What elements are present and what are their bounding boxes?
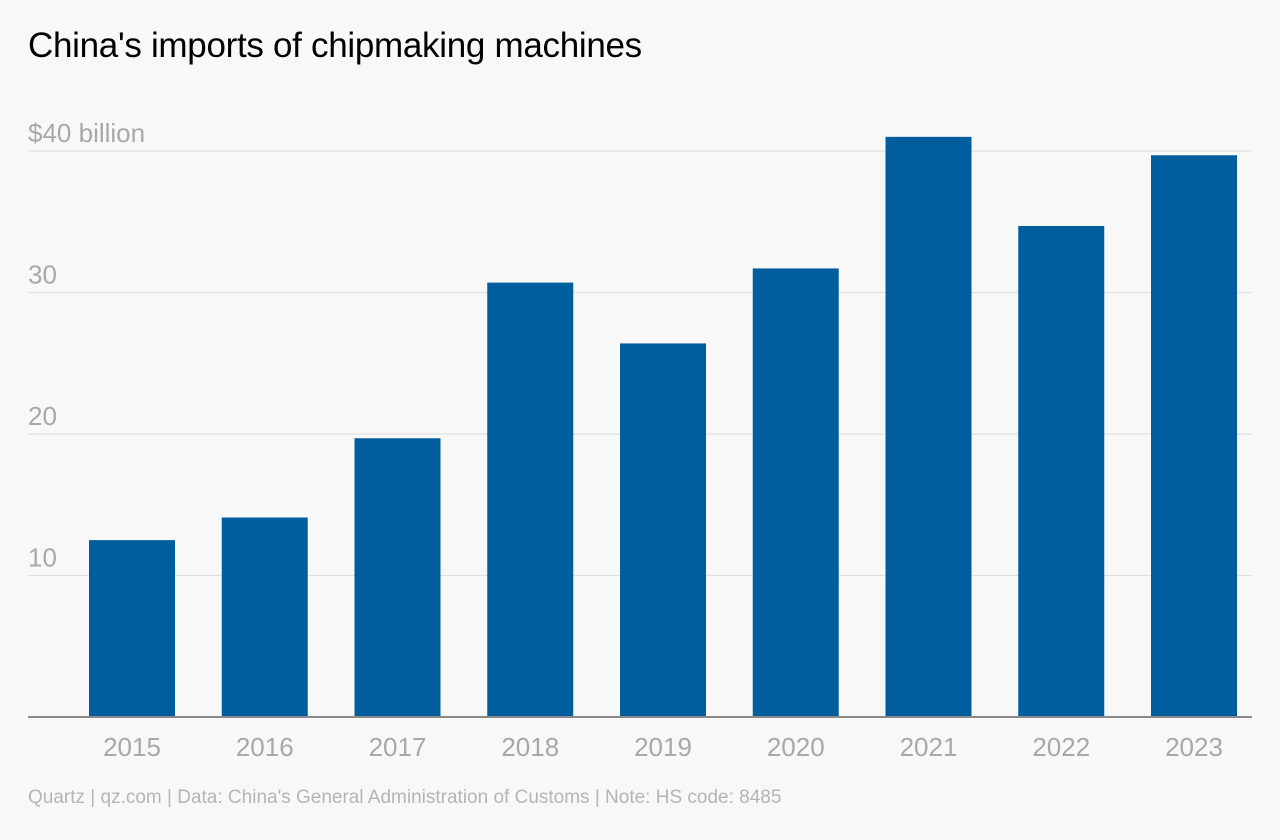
x-tick-label: 2023 [1165,732,1223,762]
x-tick-label: 2016 [236,732,294,762]
x-tick-label: 2019 [634,732,692,762]
x-tick-label: 2022 [1032,732,1090,762]
bar-2015 [89,540,175,717]
x-tick-label: 2015 [103,732,161,762]
bar-2018 [487,282,574,717]
bars [89,136,1237,718]
bar-2017 [354,438,441,717]
bar-2021 [885,136,972,718]
bar-2022 [1018,225,1105,717]
gridlines: 10 20 30 $40 billion [28,118,1252,577]
y-tick-label: $40 billion [28,118,145,148]
bar-2023 [1151,155,1237,717]
y-tick-label: 10 [28,543,57,573]
x-tick-label: 2017 [369,732,427,762]
y-tick-label: 30 [28,260,57,290]
x-tick-label: 2020 [767,732,825,762]
source-footer: Quartz | qz.com | Data: China's General … [28,787,782,808]
x-axis: 2015 2016 2017 2018 2019 2020 2021 2022 2023 [28,716,1252,762]
y-tick-label: 20 [28,401,57,431]
bar-2020 [752,268,839,717]
bar-2016 [221,517,308,717]
x-tick-label: 2021 [900,732,958,762]
bar-2019 [620,343,706,717]
x-tick-label: 2018 [501,732,559,762]
chart-title: China's imports of chipmaking machines [28,26,642,65]
